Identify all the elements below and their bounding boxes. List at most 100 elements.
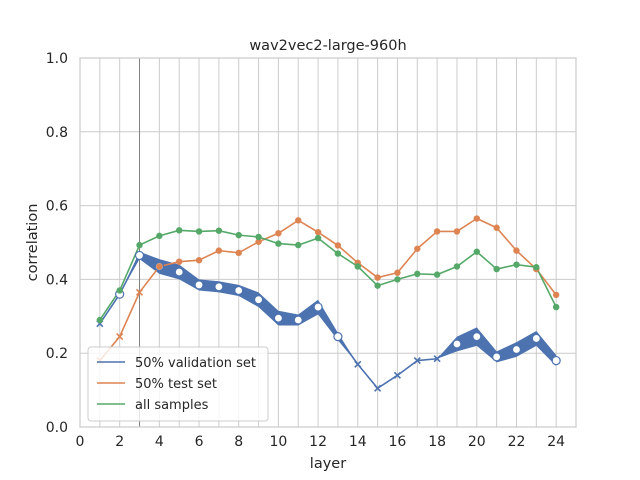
50-validation-set-point-5 (174, 267, 184, 277)
50-validation-set-point-22 (511, 344, 522, 355)
50-validation-set-point-17 (413, 357, 421, 365)
50-validation-set-point-21 (492, 352, 502, 362)
legend-50-validation-set-label: 50% validation set (135, 356, 256, 371)
50-test-set-point-24 (552, 291, 560, 299)
x-tick-label-16: 16 (389, 434, 407, 450)
50-validation-set-point-8 (234, 285, 244, 296)
x-tick-label-2: 2 (115, 434, 124, 450)
y-tick-label-3: 0.6 (46, 199, 68, 215)
50-test-set-point-19 (453, 228, 461, 235)
50-validation-set-point-23 (531, 333, 541, 344)
x-tick-label-10: 10 (269, 434, 287, 450)
x-tick-label-0: 0 (76, 434, 85, 450)
y-axis-label: correlation (25, 204, 41, 282)
x-tick-label-6: 6 (195, 434, 204, 450)
x-axis-label: layer (310, 456, 346, 472)
chart-title: wav2vec2-large-960h (249, 38, 406, 54)
x-tick-labels: 0 2 4 6 8 10 12 14 16 18 20 22 24 (76, 434, 566, 450)
series-points (96, 215, 561, 392)
all-samples-point-4 (156, 232, 163, 240)
50-validation-set-point-15 (374, 384, 382, 392)
50-validation-set-point-13 (333, 331, 343, 342)
50-validation-set-point-14 (354, 360, 362, 368)
all-samples-point-6 (195, 228, 203, 235)
all-samples-point-17 (414, 270, 421, 278)
legend: 50% validation set 50% test set all sample… (87, 346, 269, 422)
50-test-set-point-10 (275, 230, 282, 237)
50-test-set-point-20 (473, 215, 480, 222)
50-validation-set-point-17-stroke-b (413, 357, 421, 365)
all-samples-point-24 (552, 303, 560, 311)
x-tick-label-18: 18 (428, 434, 446, 450)
x-tick-label-22: 22 (508, 434, 526, 450)
50-validation-set-point-18 (433, 355, 441, 363)
50-validation-set-point-3 (134, 250, 145, 261)
50-validation-set-point-7 (214, 282, 224, 292)
all-samples-point-5 (176, 227, 183, 234)
50-validation-set-point-24 (551, 355, 561, 366)
50-validation-set-point-14-stroke-b (354, 360, 362, 368)
all-samples-point-9 (255, 233, 262, 241)
all-samples-line (99, 229, 557, 321)
50-test-set-point-6 (195, 257, 203, 264)
all-samples-point-1 (96, 316, 104, 324)
all-samples-point-3 (136, 241, 143, 249)
50-test-set-point-17 (414, 245, 421, 252)
50-validation-set-point-6 (194, 280, 204, 290)
y-tick-label-4: 0.8 (46, 125, 68, 141)
all-samples-point-15 (374, 282, 381, 289)
all-samples-point-18 (433, 271, 441, 278)
50-test-set-point-22 (513, 247, 520, 254)
50-test-set-point-18 (433, 228, 441, 235)
all-samples-point-20 (473, 248, 480, 255)
x-tick-label-20: 20 (468, 434, 486, 450)
y-tick-label-5: 1.0 (46, 51, 68, 67)
50-validation-set-point-9 (253, 295, 264, 305)
50-test-set-point-13 (334, 242, 342, 249)
50-validation-set-point-16-stroke-b (393, 371, 402, 379)
50-validation-set-point-18-stroke-b (433, 355, 441, 363)
50-validation-set-point-12 (313, 302, 323, 312)
y-tick-label-1: 0.2 (46, 346, 68, 362)
x-tick-label-14: 14 (349, 434, 367, 450)
all-samples-point-8 (235, 231, 242, 239)
all-samples-point-10 (275, 240, 282, 247)
50-validation-set-point-19 (452, 339, 462, 349)
50-test-set-point-5 (176, 258, 183, 265)
50-test-set-point-15 (374, 274, 381, 281)
50-validation-set-point-15-stroke-b (374, 384, 382, 392)
y-tick-label-2: 0.4 (46, 272, 68, 288)
50-test-set-point-16 (394, 269, 401, 276)
plot-frame (79, 57, 577, 428)
all-samples-point-19 (453, 263, 461, 270)
x-tick-label-4: 4 (155, 434, 164, 450)
50-test-set-point-3 (135, 288, 144, 296)
all-samples-point-7 (215, 227, 223, 234)
y-tick-label-0: 0.0 (46, 420, 68, 436)
y-tick-labels: 0.0 0.2 0.4 0.6 0.8 1.0 (46, 51, 68, 436)
50-test-set-line (99, 217, 557, 362)
x-tick-label-8: 8 (234, 434, 243, 450)
50-test-set-point-2 (116, 333, 124, 341)
50-test-set-point-3-stroke-b (135, 288, 144, 296)
50-validation-set-point-16 (393, 371, 402, 379)
50-validation-set-point-20 (472, 331, 482, 342)
50-test-set-point-9 (255, 238, 262, 245)
all-samples-point-16 (394, 276, 401, 283)
legend-box (87, 346, 269, 422)
all-samples-point-11 (295, 241, 302, 249)
50-test-set-point-4 (156, 263, 163, 270)
all-samples-point-12 (314, 234, 322, 242)
50-test-set-point-2-stroke-b (116, 333, 124, 341)
50-validation-set-point-10 (273, 313, 283, 323)
x-tick-label-12: 12 (309, 434, 327, 450)
50-validation-set-point-11 (293, 315, 303, 325)
all-samples-point-14 (354, 263, 361, 270)
legend-all-samples-label: all samples (135, 398, 209, 413)
50-test-set-point-8 (235, 249, 242, 257)
all-samples-point-2 (116, 287, 123, 294)
legend-50-test-set-label: 50% test set (135, 377, 217, 392)
all-samples-point-22 (513, 261, 520, 268)
